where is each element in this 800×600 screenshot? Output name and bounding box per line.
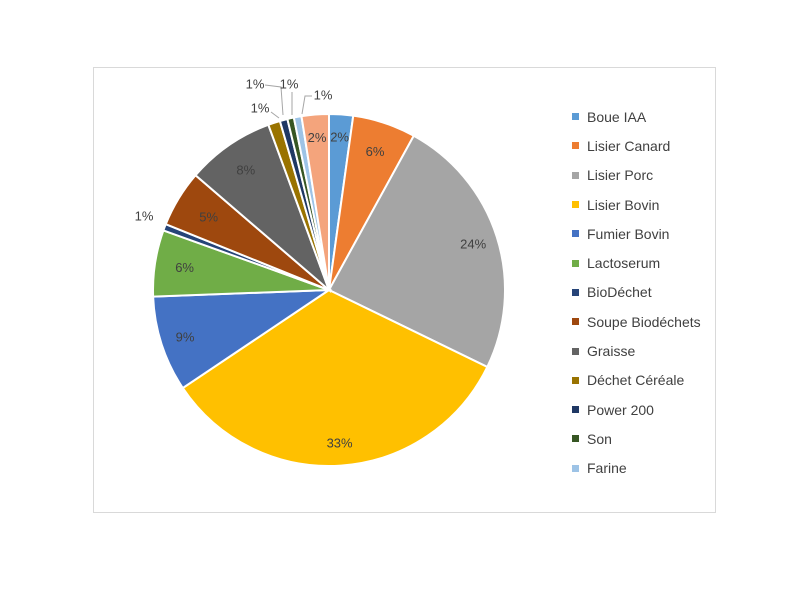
legend-swatch	[572, 142, 579, 150]
legend-label: Boue IAA	[587, 108, 647, 125]
legend-label: Power 200	[587, 401, 654, 418]
legend-label: Soupe Biodéchets	[587, 313, 701, 330]
legend-swatch	[572, 435, 579, 443]
pie-slice-fumier-bovin	[152, 288, 333, 390]
legend: Boue IAA Lisier Canard Lisier Porc Lisier B…	[572, 102, 762, 483]
data-label: 1%	[280, 77, 299, 92]
pie-slice-unlabeled	[300, 112, 330, 291]
legend-swatch	[572, 201, 579, 209]
data-label: 2%	[308, 130, 327, 145]
legend-label: Lisier Canard	[587, 137, 671, 154]
leader-line	[301, 95, 312, 115]
legend-label: Déchet Céréale	[587, 372, 685, 389]
legend-swatch	[572, 464, 579, 472]
legend-label: Graisse	[587, 343, 636, 360]
legend-item-son: Son	[572, 424, 762, 453]
legend-item-lisier-bovin: Lisier Bovin	[572, 190, 762, 219]
pie-slice-lisier-bovin	[181, 288, 489, 467]
legend-label: Fumier Bovin	[587, 225, 670, 242]
data-label: 33%	[327, 435, 353, 450]
legend-swatch	[572, 376, 579, 384]
data-label: 6%	[366, 144, 385, 159]
legend-item-power-200: Power 200	[572, 395, 762, 424]
data-label: 24%	[460, 237, 486, 252]
legend-item-biodechet: BioDéchet	[572, 278, 762, 307]
legend-item-dechet-cereale: Déchet Céréale	[572, 366, 762, 395]
legend-label: BioDéchet	[587, 284, 652, 301]
legend-label: Farine	[587, 460, 627, 477]
legend-item-fumier-bovin: Fumier Bovin	[572, 219, 762, 248]
leader-line	[270, 111, 280, 119]
legend-swatch	[572, 171, 579, 179]
legend-swatch	[572, 347, 579, 355]
legend-label: Lisier Porc	[587, 167, 654, 184]
legend-item-soupe-biodechets: Soupe Biodéchets	[572, 307, 762, 336]
legend-swatch	[572, 113, 579, 121]
legend-swatch	[572, 406, 579, 414]
legend-item-farine: Farine	[572, 454, 762, 483]
legend-label: Son	[587, 430, 612, 447]
data-label: 9%	[176, 329, 195, 344]
data-label: 6%	[175, 260, 194, 275]
data-label: 1%	[135, 209, 154, 224]
data-label: 1%	[246, 77, 265, 92]
data-label: 5%	[199, 209, 218, 224]
data-label: 8%	[236, 163, 255, 178]
pie-slice-graisse	[194, 123, 332, 294]
legend-label: Lactoserum	[587, 255, 661, 272]
data-label: 1%	[251, 101, 270, 116]
legend-swatch	[572, 288, 579, 296]
legend-swatch	[572, 318, 579, 326]
legend-swatch	[572, 230, 579, 238]
legend-item-lisier-canard: Lisier Canard	[572, 131, 762, 160]
legend-item-graisse: Graisse	[572, 336, 762, 365]
data-label: 2%	[330, 130, 349, 145]
legend-swatch	[572, 259, 579, 267]
legend-label: Lisier Bovin	[587, 196, 660, 213]
data-label: 1%	[314, 88, 333, 103]
legend-item-boue-iaa: Boue IAA	[572, 102, 762, 131]
legend-item-lactoserum: Lactoserum	[572, 248, 762, 277]
pie-slice-lisier-porc	[327, 134, 506, 369]
legend-item-lisier-porc: Lisier Porc	[572, 161, 762, 190]
leader-line	[264, 84, 284, 116]
